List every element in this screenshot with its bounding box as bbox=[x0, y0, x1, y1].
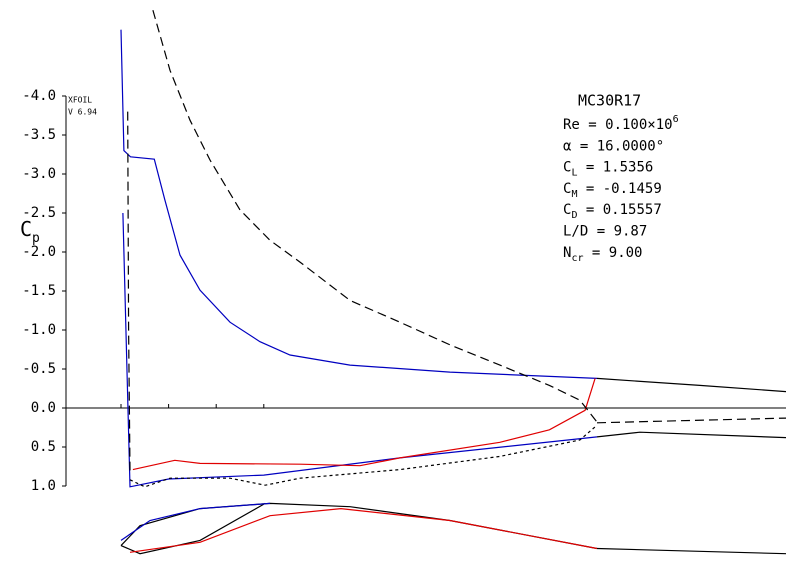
y-tick-label: -1.0 bbox=[22, 322, 56, 338]
info-line: α = 16.0000° bbox=[563, 138, 664, 154]
info-main: C bbox=[563, 181, 571, 197]
info-main: C bbox=[563, 202, 571, 218]
cp-line bbox=[129, 507, 598, 553]
airfoil-name: MC30R17 bbox=[578, 92, 641, 110]
info-rest: = -0.1459 bbox=[577, 181, 661, 197]
info-rest: = 0.15557 bbox=[577, 202, 661, 218]
info-main: C bbox=[563, 160, 571, 176]
info-sub: L bbox=[571, 168, 577, 179]
info-line: CL = 1.5356 bbox=[563, 160, 653, 179]
info-line: CD = 0.15557 bbox=[563, 202, 662, 221]
y-label-main: C bbox=[20, 217, 32, 241]
y-tick-label: -3.5 bbox=[22, 127, 56, 143]
cp-line bbox=[596, 547, 786, 555]
y-tick-label: -3.0 bbox=[22, 166, 56, 182]
cp-line bbox=[122, 212, 598, 488]
info-line: L/D = 9.87 bbox=[563, 224, 647, 240]
info-main: α = 16.0000° bbox=[563, 138, 664, 154]
program-version: V 6.94 bbox=[68, 108, 97, 117]
y-tick-label: -2.0 bbox=[22, 244, 56, 260]
y-tick-label: 0.5 bbox=[31, 439, 56, 455]
info-line: Ncr = 9.00 bbox=[563, 245, 643, 264]
y-tick-label: -1.5 bbox=[22, 283, 56, 299]
cp-line bbox=[596, 377, 786, 393]
info-sub: D bbox=[571, 210, 577, 221]
info-sup: 6 bbox=[673, 114, 679, 125]
info-main: Re = 0.100×10 bbox=[563, 117, 673, 133]
info-rest: = 1.5356 bbox=[577, 160, 653, 176]
y-axis-label: Cp bbox=[20, 217, 40, 246]
info-line: Re = 0.100×106 bbox=[563, 114, 679, 133]
cp-line bbox=[120, 29, 598, 379]
program-name: XFOIL bbox=[68, 96, 92, 105]
cp-line bbox=[127, 111, 131, 471]
info-rest: = 9.00 bbox=[583, 245, 642, 261]
cp-line bbox=[120, 502, 271, 541]
info-main: L/D = 9.87 bbox=[563, 224, 647, 240]
y-tick-label: 1.0 bbox=[31, 478, 56, 494]
y-tick-label: -2.5 bbox=[22, 205, 56, 221]
y-label-sub: p bbox=[32, 231, 40, 246]
cp-line bbox=[596, 417, 786, 424]
y-tick-label: -4.0 bbox=[22, 88, 56, 104]
info-main: N bbox=[563, 245, 571, 261]
cp-line bbox=[152, 10, 598, 423]
y-tick-label: -0.5 bbox=[22, 361, 56, 377]
cp-line bbox=[596, 431, 786, 439]
info-sub: M bbox=[571, 189, 577, 200]
info-sub: cr bbox=[571, 253, 583, 264]
info-line: CM = -0.1459 bbox=[563, 181, 662, 200]
cp-line bbox=[129, 424, 598, 488]
y-tick-label: 0.0 bbox=[31, 400, 56, 416]
cp-line bbox=[132, 378, 596, 471]
